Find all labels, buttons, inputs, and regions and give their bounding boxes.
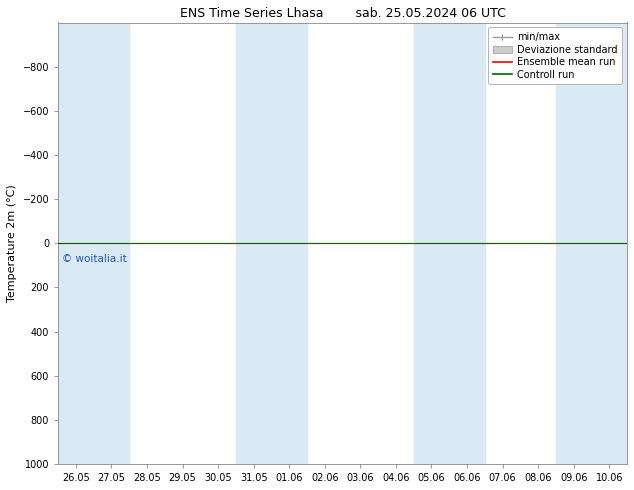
Bar <box>58 23 129 464</box>
Legend: min/max, Deviazione standard, Ensemble mean run, Controll run: min/max, Deviazione standard, Ensemble m… <box>488 27 622 84</box>
Text: © woitalia.it: © woitalia.it <box>61 254 126 264</box>
Bar <box>236 23 307 464</box>
Y-axis label: Temperature 2m (°C): Temperature 2m (°C) <box>7 184 17 302</box>
Bar <box>414 23 485 464</box>
Bar <box>556 23 627 464</box>
Title: ENS Time Series Lhasa        sab. 25.05.2024 06 UTC: ENS Time Series Lhasa sab. 25.05.2024 06… <box>179 7 505 20</box>
